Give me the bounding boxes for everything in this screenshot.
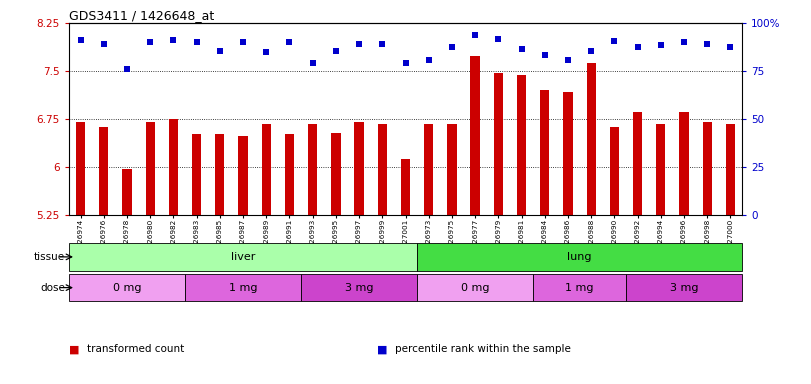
Text: ■: ■ (69, 344, 79, 354)
Point (97, 40, 110, 46)
Bar (417, 243, 742, 271)
Point (237, 39, 250, 45)
Bar (69, 243, 417, 271)
Bar (533, 274, 626, 301)
Text: 0 mg: 0 mg (113, 283, 141, 293)
Bar (69, 274, 185, 301)
Bar (354, 122, 363, 215)
Text: percentile rank within the sample: percentile rank within the sample (395, 344, 571, 354)
Bar (610, 127, 619, 215)
Point (701, 40, 714, 46)
Bar (262, 124, 271, 215)
Point (491, 36, 504, 42)
Point (190, 39, 203, 45)
Point (399, 60, 412, 66)
Bar (99, 127, 109, 215)
Text: GDS3411 / 1426648_at: GDS3411 / 1426648_at (69, 9, 214, 22)
Point (307, 60, 320, 66)
Bar (626, 274, 742, 301)
Point (539, 52, 551, 58)
Point (329, 48, 342, 54)
Point (445, 44, 458, 50)
Point (654, 42, 667, 48)
Text: transformed count: transformed count (87, 344, 184, 354)
Bar (517, 75, 526, 215)
Bar (301, 274, 417, 301)
Point (260, 50, 272, 56)
Point (74, 37, 87, 43)
Text: 0 mg: 0 mg (461, 283, 489, 293)
Point (213, 48, 226, 54)
Bar (726, 124, 735, 215)
Bar (192, 134, 201, 215)
Bar (633, 112, 642, 215)
Text: 1 mg: 1 mg (565, 283, 594, 293)
Text: liver: liver (231, 252, 255, 262)
Bar (76, 122, 85, 215)
Bar (494, 73, 503, 215)
Point (423, 57, 436, 63)
Bar (145, 122, 155, 215)
Bar (424, 124, 433, 215)
Point (375, 40, 388, 46)
Bar (185, 274, 301, 301)
Text: tissue: tissue (34, 252, 65, 262)
Bar (417, 274, 533, 301)
Point (724, 44, 737, 50)
Point (585, 48, 598, 54)
Bar (331, 133, 341, 215)
Bar (470, 56, 480, 215)
Point (469, 31, 482, 38)
Bar (122, 169, 131, 215)
Text: 3 mg: 3 mg (345, 283, 373, 293)
Point (608, 38, 621, 44)
Bar (656, 124, 666, 215)
Bar (564, 91, 573, 215)
Text: ■: ■ (377, 344, 388, 354)
Point (677, 39, 690, 45)
Point (515, 46, 528, 52)
Point (121, 66, 134, 72)
Bar (215, 134, 225, 215)
Bar (238, 136, 247, 215)
Bar (540, 90, 549, 215)
Text: lung: lung (568, 252, 592, 262)
Point (631, 44, 644, 50)
Bar (169, 119, 178, 215)
Bar (378, 124, 387, 215)
Bar (285, 134, 294, 215)
Point (353, 40, 366, 46)
Text: 1 mg: 1 mg (229, 283, 257, 293)
Point (167, 37, 180, 43)
Bar (680, 112, 689, 215)
Bar (448, 124, 457, 215)
Bar (586, 63, 596, 215)
Point (283, 39, 296, 45)
Text: 3 mg: 3 mg (670, 283, 698, 293)
Point (144, 39, 157, 45)
Text: dose: dose (40, 283, 65, 293)
Bar (308, 124, 317, 215)
Bar (401, 159, 410, 215)
Bar (702, 122, 712, 215)
Point (561, 57, 574, 63)
